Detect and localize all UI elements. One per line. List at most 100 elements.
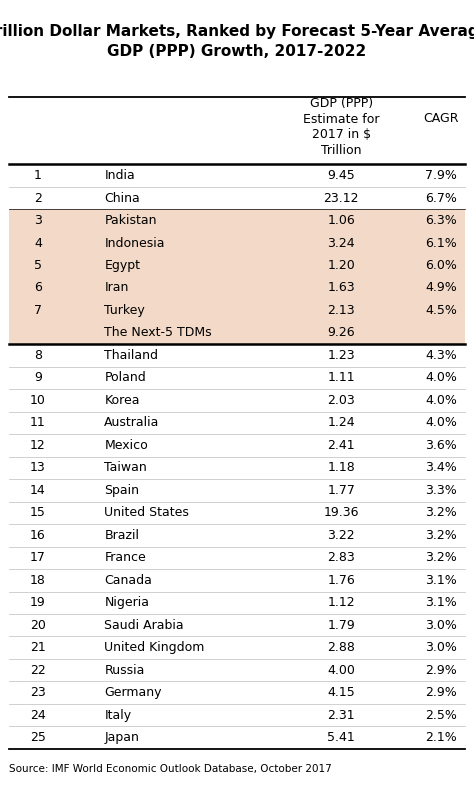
Text: 4.3%: 4.3%: [425, 349, 456, 362]
Text: Source: IMF World Economic Outlook Database, October 2017: Source: IMF World Economic Outlook Datab…: [9, 764, 332, 774]
Text: United Kingdom: United Kingdom: [104, 641, 205, 654]
Text: 14: 14: [30, 483, 46, 497]
Text: Taiwan: Taiwan: [104, 461, 147, 474]
Text: 9.26: 9.26: [328, 326, 355, 340]
Text: 6.0%: 6.0%: [425, 259, 457, 272]
Text: Saudi Arabia: Saudi Arabia: [104, 619, 184, 632]
Text: 4.00: 4.00: [328, 664, 355, 677]
Text: 4.0%: 4.0%: [425, 416, 457, 430]
Text: Italy: Italy: [104, 709, 131, 722]
Text: Iran: Iran: [104, 281, 128, 295]
Text: 2.31: 2.31: [328, 709, 355, 722]
Text: 3.2%: 3.2%: [425, 529, 456, 542]
Text: China: China: [104, 191, 140, 205]
Text: Germany: Germany: [104, 687, 162, 699]
Text: 3.0%: 3.0%: [425, 641, 457, 654]
Text: 2.5%: 2.5%: [425, 709, 457, 722]
Text: 1.77: 1.77: [328, 483, 355, 497]
Text: Poland: Poland: [104, 371, 146, 385]
Text: 1.63: 1.63: [328, 281, 355, 295]
Text: 16: 16: [30, 529, 46, 542]
Bar: [9, 254, 465, 276]
Text: 2.13: 2.13: [328, 304, 355, 317]
Bar: [9, 322, 465, 344]
Text: 3.2%: 3.2%: [425, 551, 456, 564]
Text: Australia: Australia: [104, 416, 160, 430]
Text: 1.24: 1.24: [328, 416, 355, 430]
Text: 19: 19: [30, 596, 46, 609]
Text: 3.6%: 3.6%: [425, 439, 456, 452]
Text: Brazil: Brazil: [104, 529, 139, 542]
Text: 2.9%: 2.9%: [425, 687, 456, 699]
Bar: [9, 231, 465, 254]
Text: 3.1%: 3.1%: [425, 574, 456, 587]
Text: 17: 17: [30, 551, 46, 564]
Text: 4: 4: [34, 236, 42, 250]
Text: 3.2%: 3.2%: [425, 506, 456, 519]
Text: 2.83: 2.83: [328, 551, 355, 564]
Text: Trillion Dollar Markets, Ranked by Forecast 5-Year Average
GDP (PPP) Growth, 201: Trillion Dollar Markets, Ranked by Forec…: [0, 24, 474, 58]
Text: 6: 6: [34, 281, 42, 295]
Text: 2.9%: 2.9%: [425, 664, 456, 677]
Text: 23: 23: [30, 687, 46, 699]
Text: 1.79: 1.79: [328, 619, 355, 632]
Text: Egypt: Egypt: [104, 259, 140, 272]
Text: Thailand: Thailand: [104, 349, 158, 362]
Text: Russia: Russia: [104, 664, 145, 677]
Text: 3.0%: 3.0%: [425, 619, 457, 632]
Text: 3.3%: 3.3%: [425, 483, 456, 497]
Text: France: France: [104, 551, 146, 564]
Text: 2.41: 2.41: [328, 439, 355, 452]
Text: 11: 11: [30, 416, 46, 430]
Text: GDP (PPP)
Estimate for
2017 in $
Trillion: GDP (PPP) Estimate for 2017 in $ Trillio…: [303, 97, 380, 156]
Text: 4.5%: 4.5%: [425, 304, 457, 317]
Text: 1: 1: [34, 169, 42, 182]
Text: 1.12: 1.12: [328, 596, 355, 609]
Text: 4.15: 4.15: [328, 687, 355, 699]
Text: 4.9%: 4.9%: [425, 281, 456, 295]
Text: 1.76: 1.76: [328, 574, 355, 587]
Text: 12: 12: [30, 439, 46, 452]
Text: 6.1%: 6.1%: [425, 236, 456, 250]
Text: Korea: Korea: [104, 394, 140, 407]
Bar: [9, 276, 465, 299]
Text: United States: United States: [104, 506, 189, 519]
Text: 2.03: 2.03: [328, 394, 355, 407]
Text: 2: 2: [34, 191, 42, 205]
Text: 20: 20: [30, 619, 46, 632]
Text: 7: 7: [34, 304, 42, 317]
Bar: [9, 209, 465, 231]
Text: 3.22: 3.22: [328, 529, 355, 542]
Text: 10: 10: [30, 394, 46, 407]
Text: Mexico: Mexico: [104, 439, 148, 452]
Text: Japan: Japan: [104, 732, 139, 744]
Text: 21: 21: [30, 641, 46, 654]
Text: 24: 24: [30, 709, 46, 722]
Text: The Next-5 TDMs: The Next-5 TDMs: [104, 326, 212, 340]
Text: 6.3%: 6.3%: [425, 214, 456, 227]
Text: 4.0%: 4.0%: [425, 394, 457, 407]
Text: 1.20: 1.20: [328, 259, 355, 272]
Text: 1.23: 1.23: [328, 349, 355, 362]
Text: Canada: Canada: [104, 574, 152, 587]
Text: 13: 13: [30, 461, 46, 474]
Text: 1.11: 1.11: [328, 371, 355, 385]
Text: 4.0%: 4.0%: [425, 371, 457, 385]
Text: CAGR: CAGR: [423, 112, 458, 126]
Text: 2.1%: 2.1%: [425, 732, 456, 744]
Text: 23.12: 23.12: [324, 191, 359, 205]
Text: 6.7%: 6.7%: [425, 191, 457, 205]
Text: 8: 8: [34, 349, 42, 362]
Text: 18: 18: [30, 574, 46, 587]
Text: 15: 15: [30, 506, 46, 519]
Text: Indonesia: Indonesia: [104, 236, 165, 250]
Text: Nigeria: Nigeria: [104, 596, 149, 609]
Text: 3.4%: 3.4%: [425, 461, 456, 474]
Text: 9.45: 9.45: [328, 169, 355, 182]
Text: India: India: [104, 169, 135, 182]
Text: 3: 3: [34, 214, 42, 227]
Text: 5.41: 5.41: [328, 732, 355, 744]
Text: Pakistan: Pakistan: [104, 214, 157, 227]
Text: 25: 25: [30, 732, 46, 744]
Text: 3.24: 3.24: [328, 236, 355, 250]
